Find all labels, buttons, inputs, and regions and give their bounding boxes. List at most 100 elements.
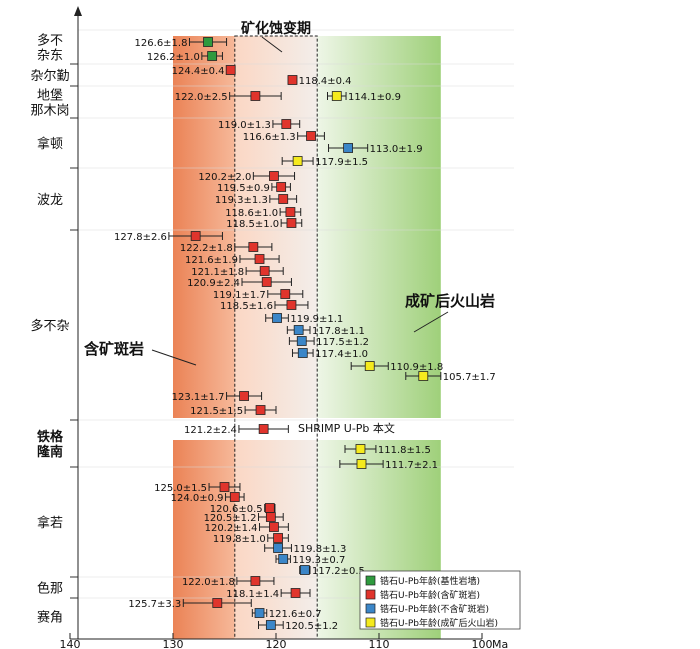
legend-label: 锆石U-Pb年龄(含矿斑岩) — [380, 589, 480, 601]
point-label: 113.0±1.9 — [370, 144, 423, 155]
marker-ore — [255, 405, 266, 415]
data-point: 118.4±0.4 — [287, 75, 352, 87]
marker-ore — [258, 424, 269, 434]
point-label: 119.0±1.3 — [218, 120, 271, 131]
marker-ore — [286, 300, 297, 310]
marker-ore — [250, 91, 261, 101]
point-label: 117.8±1.1 — [312, 326, 365, 337]
point-label: 116.6±1.3 — [243, 132, 296, 143]
marker-barren — [293, 325, 304, 335]
marker-barren — [254, 608, 265, 618]
data-point: 124.4±0.4 — [172, 65, 236, 77]
data-point: 123.1±1.7 — [172, 391, 263, 403]
legend-label: 锆石U-Pb年龄(不含矿斑岩) — [380, 603, 489, 615]
group-label: 拿若 — [37, 515, 63, 531]
data-point: 110.9±1.8 — [350, 361, 443, 373]
marker-ore — [273, 533, 283, 543]
data-point: 117.2±0.5 — [299, 565, 365, 577]
legend-swatch — [365, 617, 376, 628]
marker-ore — [276, 182, 287, 192]
x-axis: 140 130 120 110 100 Ma — [60, 6, 508, 649]
data-point: 117.5±1.2 — [288, 336, 369, 348]
marker-barren — [273, 543, 283, 553]
data-point: 121.5±1.5 — [190, 405, 277, 417]
point-label: 120.6±0.5 — [210, 504, 263, 515]
point-label: 125.0±1.5 — [154, 483, 207, 494]
point-label: 118.4±0.4 — [299, 76, 352, 87]
data-point: 118.1±1.4 — [226, 588, 311, 600]
group-label: 杂东 — [37, 49, 63, 64]
point-label: 119.3±1.3 — [215, 195, 268, 206]
marker-ore — [280, 289, 291, 299]
marker-ore — [212, 598, 223, 608]
data-point: 126.6±1.8 — [135, 37, 228, 49]
point-label: 122.0±1.8 — [182, 577, 235, 588]
marker-barren — [265, 620, 276, 630]
point-label: 111.8±1.5 — [378, 445, 431, 456]
data-point: 119.8±1.0 — [213, 533, 289, 545]
marker-ore — [229, 492, 240, 502]
group-label: 杂尔勤 — [30, 69, 69, 84]
marker-ore — [219, 482, 230, 492]
point-label: 120.5±1.2 — [204, 513, 257, 524]
x-tick-label: 140 — [60, 638, 81, 649]
marker-ore — [190, 231, 201, 241]
ore-porphyry-leader-line — [151, 349, 197, 366]
group-label: 地堡 — [37, 88, 63, 104]
marker-ore — [269, 171, 279, 181]
point-label: 117.5±1.2 — [316, 337, 369, 348]
data-point: 119.3±1.3 — [215, 194, 298, 206]
data-point: 116.6±1.3 — [243, 131, 325, 143]
data-point: 119.5±0.9 — [217, 182, 291, 194]
legend-label: 锆石U-Pb年龄(基性岩墙) — [380, 575, 480, 587]
marker-ore — [225, 65, 236, 75]
marker-barren — [278, 554, 289, 564]
point-label: 119.1±1.7 — [213, 290, 266, 301]
data-point: 117.8±1.1 — [286, 325, 365, 337]
data-point: 119.9±1.1 — [265, 313, 343, 325]
x-tick-label: 100 — [472, 638, 493, 649]
group-label: 铁格 — [36, 429, 64, 445]
point-label: 118.1±1.4 — [226, 589, 279, 600]
data-point: 119.1±1.7 — [213, 289, 304, 301]
data-point: 111.7±2.1 — [339, 459, 438, 471]
marker-ore — [285, 207, 296, 217]
point-label: 122.0±2.5 — [175, 92, 228, 103]
zone-0-part-0 — [173, 36, 235, 418]
data-point: 125.0±1.5 — [154, 482, 241, 494]
x-tick-label: 120 — [266, 638, 287, 649]
point-label: 123.1±1.7 — [172, 392, 225, 403]
data-point: 120.9±2.4 — [187, 277, 292, 289]
data-point: 117.9±1.5 — [281, 156, 368, 168]
data-point: 120.2±1.4 — [205, 522, 289, 534]
point-label: 121.5±1.5 — [190, 406, 243, 417]
point-label: 105.7±1.7 — [443, 372, 496, 383]
marker-barren — [296, 336, 307, 346]
data-point: 119.3±0.7 — [275, 554, 345, 566]
data-point: 118.5±1.0 — [226, 218, 303, 230]
group-label: 那木岗 — [30, 104, 69, 119]
data-point: 105.7±1.7 — [405, 371, 496, 383]
marker-ore — [269, 522, 279, 532]
marker-volcanic — [418, 371, 429, 381]
annotations: 矿化蚀变期 含矿斑岩 成矿后火山岩 SHRIMP U-Pb 本文 — [84, 20, 495, 435]
group-label: 赛角 — [37, 610, 63, 626]
marker-mafic — [203, 37, 213, 47]
data-point: 121.6±0.7 — [251, 608, 322, 620]
post-ore-volcanic-leader-line — [413, 311, 449, 333]
data-point: 120.5±1.2 — [204, 512, 284, 524]
legend: 锆石U-Pb年龄(基性岩墙) 锆石U-Pb年龄(含矿斑岩) 锆石U-Pb年龄(不含矿… — [359, 570, 521, 630]
legend-box — [359, 570, 521, 630]
marker-volcanic — [364, 361, 375, 371]
x-tick-label: 110 — [369, 638, 390, 649]
group-label: 多不 — [37, 33, 63, 49]
point-label: 119.8±1.3 — [293, 544, 346, 555]
legend-swatch — [365, 589, 376, 600]
background-zones — [173, 35, 441, 640]
point-label: 122.2±1.8 — [180, 243, 233, 254]
point-label: 114.1±0.9 — [348, 92, 401, 103]
data-point: 122.2±1.8 — [180, 242, 273, 254]
marker-ore — [261, 277, 272, 287]
